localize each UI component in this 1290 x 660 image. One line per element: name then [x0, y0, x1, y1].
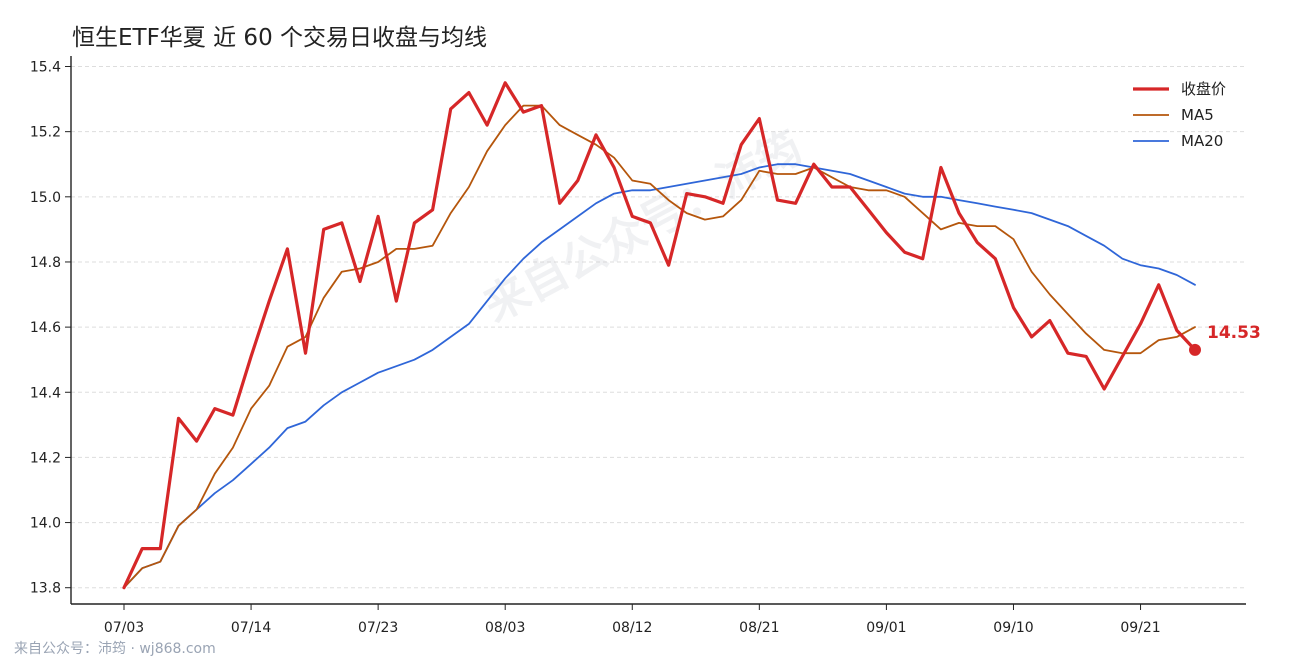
x-tick-label: 07/14: [231, 620, 271, 636]
y-tick-label: 13.8: [30, 581, 61, 597]
legend-label-close: 收盘价: [1181, 80, 1226, 98]
annotations: 14.53: [1189, 323, 1261, 356]
watermark: 来自公众号：沛筠: [476, 122, 811, 332]
legend: 收盘价 MA5 MA20: [1133, 80, 1226, 150]
series-line-ma20: [123, 163, 1196, 589]
y-tick-label: 15.0: [30, 190, 61, 206]
y-tick-label: 15.2: [30, 125, 61, 141]
x-tick-label: 08/12: [612, 620, 652, 636]
legend-label-ma20: MA20: [1181, 132, 1223, 150]
axes: 13.8 14.0 14.2 14.4 14.6 14.8 15.0 15.2 15.4 07/0…: [30, 56, 1246, 636]
series-line-close: [122, 81, 1197, 590]
x-tick-label: 09/10: [993, 620, 1033, 636]
last-value-label: 14.53: [1207, 323, 1261, 343]
grid-lines: [71, 66, 1246, 589]
x-tick-label: 08/21: [739, 620, 779, 636]
series-lines: [122, 81, 1197, 590]
y-tick-label: 15.4: [30, 60, 61, 76]
legend-label-ma5: MA5: [1181, 106, 1214, 124]
watermark-text: 来自公众号：沛筠: [476, 122, 811, 332]
y-tick-label: 14.0: [30, 516, 61, 532]
y-tick-label: 14.6: [30, 320, 61, 336]
chart-title: 恒生ETF华夏 近 60 个交易日收盘与均线: [72, 25, 488, 51]
footer-credit: 来自公众号：沛筠 · wj868.com: [14, 641, 216, 657]
x-tick-label: 08/03: [485, 620, 525, 636]
x-tick-label: 09/21: [1120, 620, 1160, 636]
y-tick-label: 14.4: [30, 385, 61, 401]
y-tick-label: 14.8: [30, 255, 61, 271]
series-line-ma5: [123, 104, 1196, 589]
x-tick-label: 07/03: [104, 620, 144, 636]
x-tick-label: 09/01: [866, 620, 906, 636]
x-tick-label: 07/23: [358, 620, 398, 636]
last-value-dot: [1189, 343, 1201, 356]
y-tick-label: 14.2: [30, 450, 61, 466]
